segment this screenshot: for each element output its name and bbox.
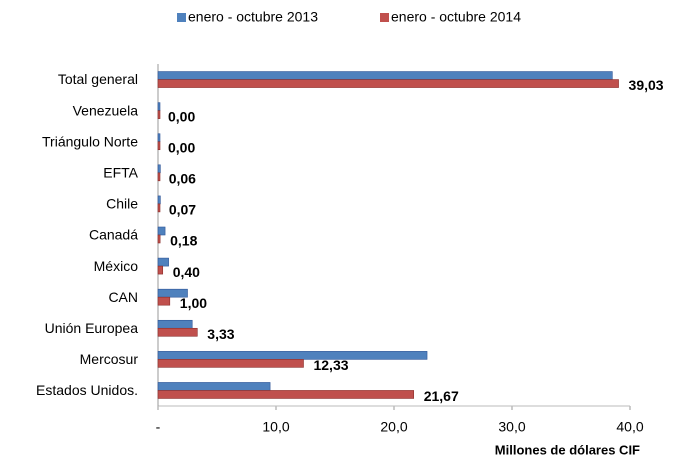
legend-label: enero - octubre 2014	[391, 9, 521, 25]
y-tick-label: Chile	[106, 196, 138, 212]
bar	[157, 382, 271, 391]
value-label: 12,33	[313, 357, 348, 373]
bar	[157, 234, 161, 244]
bar	[157, 351, 428, 360]
bar	[157, 110, 161, 119]
bar	[157, 102, 161, 111]
bar	[157, 141, 161, 151]
value-label: 0,00	[168, 139, 195, 155]
x-tick-label: 20,0	[380, 419, 407, 435]
y-tick-label: Triángulo Norte	[42, 133, 138, 149]
y-tick-label: Mercosur	[80, 351, 139, 367]
value-label: 21,67	[424, 388, 459, 404]
y-tick-label: EFTA	[103, 165, 138, 181]
y-tick-label: Unión Europea	[45, 320, 139, 336]
bar	[157, 195, 161, 205]
bar	[157, 296, 171, 306]
value-label: 0,40	[173, 264, 200, 280]
value-label: 0,07	[169, 202, 196, 218]
value-label: 0,00	[168, 108, 195, 124]
x-tick-label: 10,0	[262, 419, 289, 435]
value-label: 3,33	[207, 326, 234, 342]
x-tick-label: -	[156, 419, 161, 435]
bar	[157, 133, 161, 143]
y-tick-label: CAN	[108, 289, 138, 305]
bar	[157, 390, 415, 399]
bar	[157, 203, 161, 213]
bar	[157, 172, 161, 182]
y-tick-label: Total general	[58, 71, 138, 87]
x-tick-label: 30,0	[498, 419, 525, 435]
bar	[157, 265, 164, 275]
x-tick-label: 40,0	[616, 419, 643, 435]
bar	[157, 288, 188, 298]
bar	[157, 359, 304, 368]
y-tick-label: Venezuela	[73, 102, 139, 118]
bar	[157, 79, 619, 88]
y-tick-label: México	[94, 258, 139, 274]
bar	[157, 327, 198, 337]
bar	[157, 319, 193, 329]
y-tick-label: Canadá	[89, 227, 138, 243]
bar	[157, 164, 161, 174]
legend-label: enero - octubre 2013	[188, 9, 318, 25]
value-label: 0,06	[169, 171, 196, 187]
y-tick-label: Estados Unidos.	[36, 382, 138, 398]
legend-swatch	[177, 13, 186, 22]
value-label: 0,18	[170, 233, 197, 249]
value-label: 1,00	[180, 295, 207, 311]
x-axis-label: Millones de dólares CIF	[495, 442, 640, 457]
bar	[157, 257, 169, 267]
legend-swatch	[380, 13, 389, 22]
bar	[157, 71, 613, 80]
value-label: 39,03	[629, 77, 664, 93]
bar	[157, 226, 166, 236]
